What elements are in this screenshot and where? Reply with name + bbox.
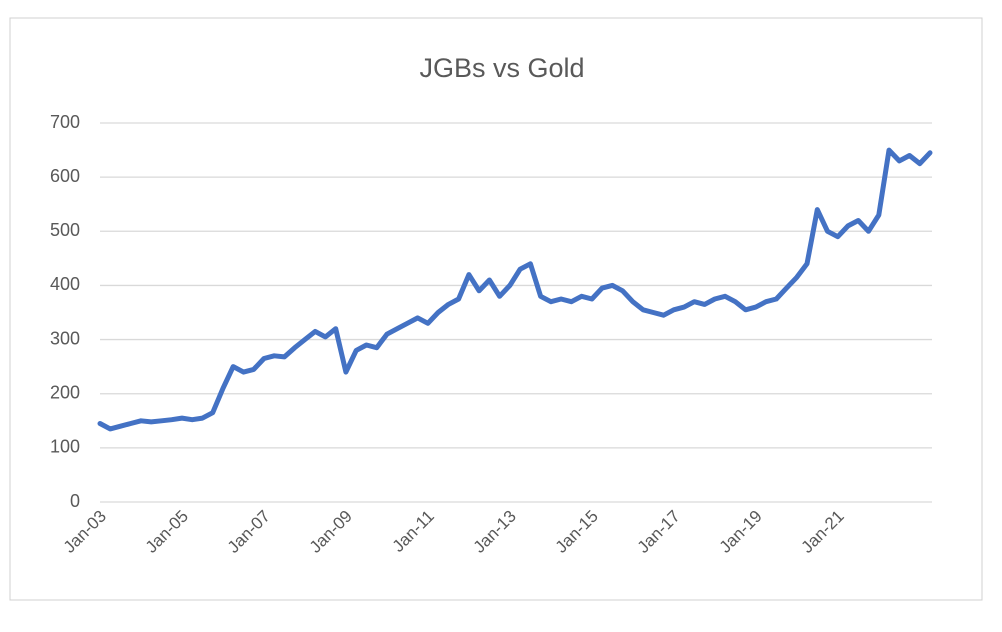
data-line — [97, 147, 933, 432]
chart-title: JGBs vs Gold — [419, 53, 584, 83]
chart-border — [9, 17, 983, 601]
y-tick-label: 200 — [50, 382, 80, 402]
y-tick-label: 100 — [50, 437, 80, 457]
y-tick-label: 500 — [50, 220, 80, 240]
y-tick-label: 700 — [50, 112, 80, 132]
y-tick-label: 400 — [50, 274, 80, 294]
y-tick-label: 300 — [50, 328, 80, 348]
y-tick-label: 0 — [70, 491, 80, 511]
y-tick-label: 600 — [50, 166, 80, 186]
